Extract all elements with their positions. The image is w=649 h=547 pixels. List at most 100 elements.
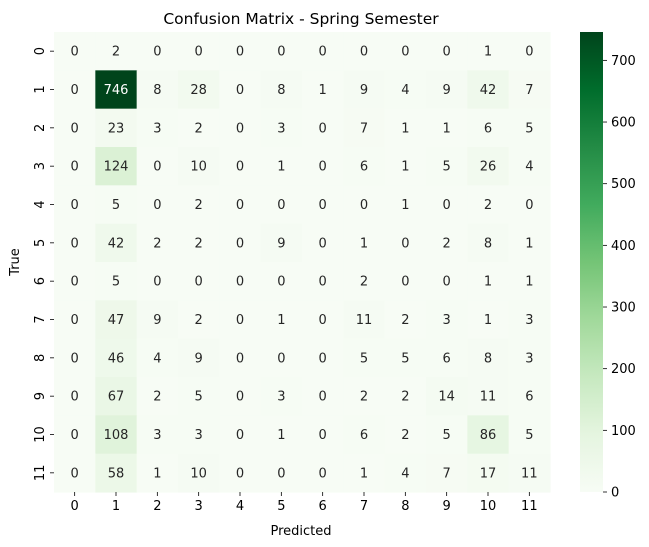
cell-value-label: 7	[525, 83, 533, 98]
heatmap-cell	[302, 147, 344, 186]
y-tick-label: 6	[33, 277, 48, 285]
heatmap-cell	[302, 185, 344, 225]
heatmap-cell	[384, 32, 427, 71]
colorbar-tick-label: 0	[611, 486, 619, 501]
heatmap-cell	[426, 453, 468, 493]
cell-value-label: 4	[401, 466, 409, 481]
cell-value-label: 2	[195, 198, 203, 213]
heatmap-cell	[384, 185, 427, 225]
cell-value-label: 4	[153, 351, 161, 366]
cell-value-label: 6	[443, 351, 451, 366]
heatmap-cell	[178, 338, 220, 378]
heatmap-cell	[508, 32, 551, 71]
x-tick-label: 7	[360, 499, 368, 514]
cell-value-label: 0	[71, 198, 79, 213]
heatmap-cell	[54, 415, 96, 455]
cell-value-label: 23	[108, 121, 125, 136]
heatmap-cell	[219, 377, 262, 416]
cell-value-label: 0	[236, 275, 244, 290]
cell-value-label: 6	[525, 390, 533, 405]
heatmap-cell	[178, 32, 220, 71]
cell-value-label: 0	[71, 275, 79, 290]
heatmap-cell	[178, 70, 220, 110]
cell-value-label: 5	[525, 428, 533, 443]
heatmap-cell	[178, 300, 220, 340]
cell-value-label: 28	[190, 83, 207, 98]
cell-value-label: 0	[71, 428, 79, 443]
cell-value-label: 0	[401, 236, 409, 251]
cell-value-label: 0	[71, 351, 79, 366]
cell-value-label: 8	[277, 83, 285, 98]
heatmap-cell	[95, 223, 138, 263]
cell-value-label: 9	[195, 351, 203, 366]
cell-value-label: 0	[401, 45, 409, 60]
colorbar-tick-label: 500	[611, 177, 636, 192]
heatmap-cell	[95, 185, 138, 225]
cell-value-label: 0	[236, 428, 244, 443]
heatmap-cell	[302, 223, 344, 263]
heatmap-cell	[467, 300, 510, 340]
colorbar-tick-label: 400	[611, 239, 636, 254]
cell-value-label: 0	[236, 313, 244, 328]
heatmap-cell	[343, 262, 386, 301]
heatmap-cell	[54, 70, 96, 110]
cell-value-label: 0	[71, 45, 79, 60]
cell-value-label: 3	[277, 121, 285, 136]
y-tick-label: 5	[33, 239, 48, 247]
heatmap-cell	[54, 338, 96, 378]
cell-value-label: 11	[356, 313, 373, 328]
cell-value-label: 0	[277, 45, 285, 60]
heatmap-cell	[508, 185, 551, 225]
heatmap-cell	[467, 108, 510, 148]
heatmap-cell	[426, 223, 468, 263]
heatmap-cell	[467, 262, 510, 301]
cell-value-label: 0	[319, 390, 327, 405]
cell-value-label: 1	[277, 428, 285, 443]
cell-value-label: 0	[277, 466, 285, 481]
cell-value-label: 0	[71, 390, 79, 405]
cell-value-label: 2	[443, 236, 451, 251]
cell-value-label: 0	[360, 45, 368, 60]
heatmap-cell	[343, 223, 386, 263]
cell-value-label: 3	[153, 428, 161, 443]
colorbar: 0 100 200 300 400 500 600 700	[580, 32, 636, 501]
x-tick-label: 5	[277, 499, 285, 514]
heatmap-cells: 0 2 0 0 0 0 0 0 0 0 1 00 746 8 28 0 8 1 9 4 9 42 70 23 3 2 0 3 0 7 1 1 6…	[54, 32, 551, 493]
heatmap-cell	[260, 262, 303, 301]
cell-value-label: 108	[104, 428, 129, 443]
heatmap-cell	[54, 377, 96, 416]
cell-value-label: 0	[71, 160, 79, 175]
heatmap-cell	[384, 453, 427, 493]
cell-value-label: 0	[153, 198, 161, 213]
colorbar-tick-label: 600	[611, 116, 636, 131]
heatmap-cell	[384, 223, 427, 263]
heatmap-cell	[178, 147, 220, 186]
heatmap-cell	[467, 338, 510, 378]
y-tick-label: 10	[33, 426, 48, 443]
cell-value-label: 3	[195, 428, 203, 443]
heatmap-cell	[384, 262, 427, 301]
heatmap-cell	[260, 147, 303, 186]
heatmap-cell	[95, 415, 138, 455]
cell-value-label: 0	[236, 83, 244, 98]
cell-value-label: 42	[480, 83, 497, 98]
heatmap-cell	[178, 108, 220, 148]
x-tick-label: 10	[480, 499, 497, 514]
heatmap-cell	[260, 338, 303, 378]
y-tick-label: 7	[33, 315, 48, 323]
cell-value-label: 0	[319, 121, 327, 136]
cell-value-label: 2	[153, 390, 161, 405]
heatmap-cell	[178, 262, 220, 301]
cell-value-label: 1	[484, 45, 492, 60]
heatmap-cell	[426, 300, 468, 340]
x-tick-label: 4	[236, 499, 244, 514]
cell-value-label: 1	[360, 466, 368, 481]
heatmap-cell	[136, 262, 179, 301]
cell-value-label: 5	[443, 160, 451, 175]
cell-value-label: 0	[319, 428, 327, 443]
heatmap-cell	[426, 70, 468, 110]
heatmap-cell	[426, 185, 468, 225]
heatmap-cell	[219, 70, 262, 110]
cell-value-label: 9	[360, 83, 368, 98]
cell-value-label: 2	[360, 275, 368, 290]
